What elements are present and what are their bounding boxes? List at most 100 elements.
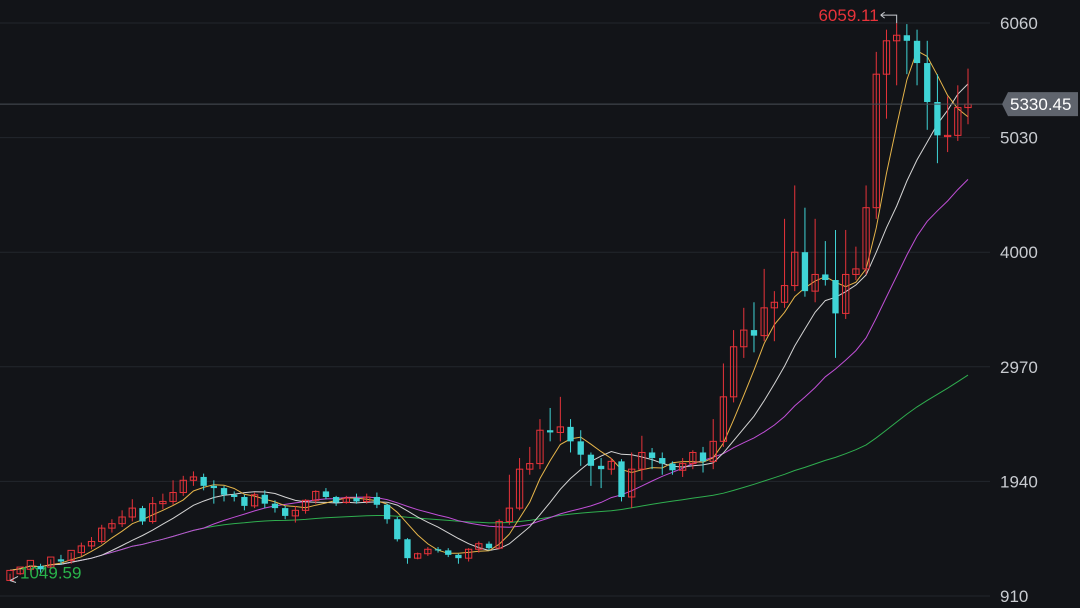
candle-body [729,346,738,398]
candle-body [760,307,768,337]
candle-body [210,485,217,489]
candle [567,419,574,453]
candle [536,419,544,470]
candle [37,563,44,573]
candle [852,246,860,281]
candle [312,490,320,504]
candle-body [587,454,595,466]
candle-body [638,451,646,470]
candle [159,493,167,510]
candle-body [108,523,116,529]
candle-body [271,503,279,509]
candle [149,496,157,524]
candle-body [913,40,921,64]
candle [740,307,748,358]
candle-body [220,488,228,495]
candle-body [801,252,809,292]
candle [587,452,595,486]
candle [709,419,717,470]
candle [495,519,503,550]
candle [719,363,728,447]
candle [791,185,799,292]
candle [373,492,381,509]
candle-body [893,34,901,42]
candle [638,435,646,481]
candle-body [934,101,941,136]
ma10-line [9,83,969,571]
candle-body [842,273,850,314]
candles [6,23,972,581]
candle-body [159,500,167,505]
candle-body [363,496,371,502]
candle-body [546,430,554,433]
candle [924,40,931,130]
candle [118,510,126,528]
candle [669,461,676,475]
candle [750,302,758,353]
candle-body [485,543,493,549]
candle-body [791,251,799,287]
ma5-line [9,50,969,571]
candle-body [709,440,717,462]
candle-body [943,134,952,138]
candle [394,517,401,542]
candle-body [872,73,880,209]
candle [16,566,24,575]
candle-body [434,549,442,551]
candle-body [515,468,524,509]
candle [659,452,666,475]
candle-body [241,496,248,506]
candle [455,553,462,564]
candle [526,446,534,475]
candle-body [832,280,839,314]
candle [913,29,921,86]
candle [77,542,85,556]
candle [322,488,330,500]
candle [628,452,636,509]
current-price-label: 5330.45 [1010,95,1071,114]
candle [424,547,432,556]
candle [220,485,228,502]
candle [964,68,972,125]
candle [607,458,615,475]
candle-body [669,463,676,471]
candle-body [659,458,666,464]
candle-body [618,461,625,497]
candle [475,541,483,553]
candle [882,29,891,119]
candle [87,537,96,550]
candle [128,499,136,522]
candle-body [128,507,136,518]
candle-body [536,429,544,465]
low-price-label: 1049.59 [20,563,81,582]
y-axis: 6060 5030 4000 2970 1940 910 [1000,14,1038,606]
candle-body [628,468,636,498]
candle [780,218,789,308]
candle-body [475,543,483,550]
candle [515,458,524,511]
y-tick-label: 4000 [1000,243,1038,262]
candle [169,480,177,505]
candle [353,493,360,504]
candle-body [383,504,391,520]
candle-body [822,274,829,281]
candle-body [445,550,452,555]
candle [271,500,279,513]
high-price-label: 6059.11 [818,6,878,25]
candle [943,96,952,153]
candle-body [699,452,707,462]
candle-body [414,553,422,559]
candle-body [903,35,911,41]
candle-body [37,565,44,570]
candle [546,407,554,442]
candle [404,538,411,564]
candle-body [852,268,860,275]
candle [811,218,819,303]
candle [57,554,65,565]
candle [648,448,656,470]
candle [342,495,350,504]
candle-body [424,548,432,555]
candle [872,51,880,219]
